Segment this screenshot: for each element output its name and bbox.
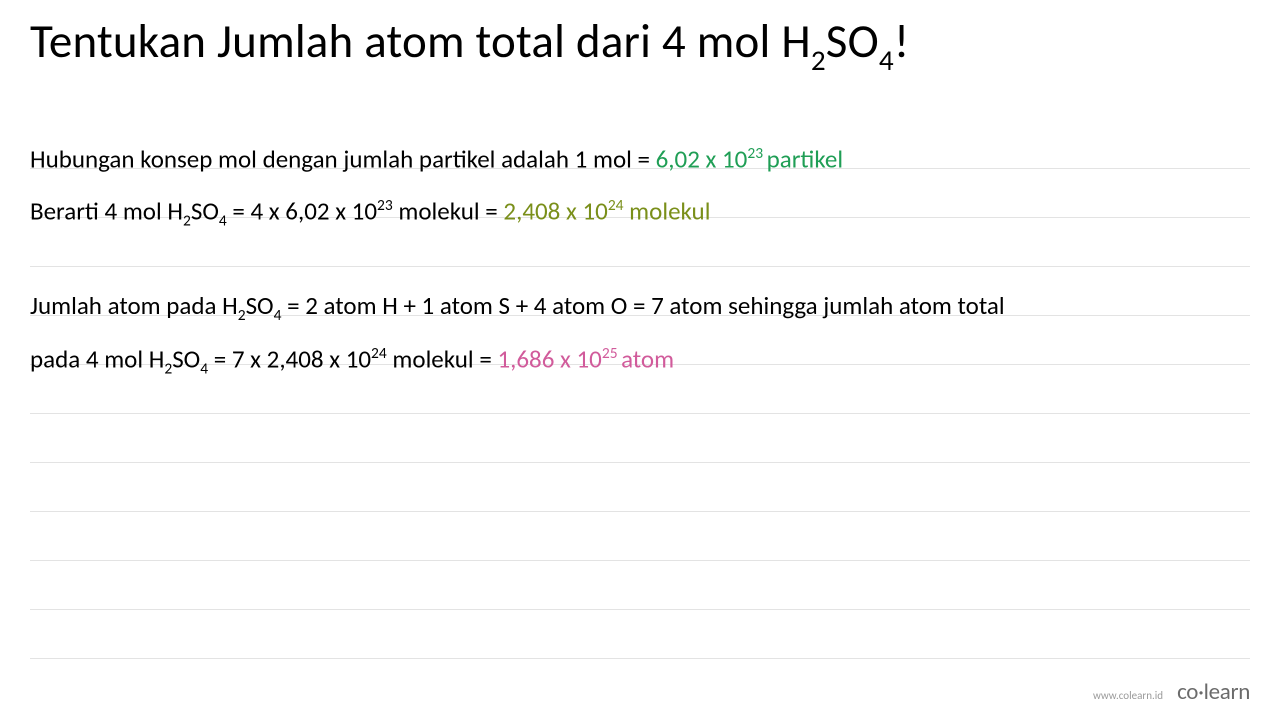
horizontal-rule bbox=[30, 512, 1250, 561]
l4-pink-1: 1,686 x 10 bbox=[497, 343, 601, 374]
logo-co: co bbox=[1177, 678, 1198, 706]
title-mid: SO bbox=[826, 12, 879, 70]
text-line-3: Jumlah atom pada H2SO4 = 2 atom H + 1 at… bbox=[30, 293, 1250, 324]
title-pre: Tentukan Jumlah atom total dari 4 mol H bbox=[30, 12, 811, 70]
l4-t4: molekul = bbox=[387, 343, 498, 374]
slide-page: Tentukan Jumlah atom total dari 4 mol H2… bbox=[0, 0, 1280, 720]
text-line-2: Berarti 4 mol H2SO4 = 4 x 6,02 x 1023 mo… bbox=[30, 198, 1250, 229]
l4-pink-sup: 25 bbox=[602, 344, 621, 363]
title-sub1: 2 bbox=[811, 42, 826, 78]
l1-green-2: partikel bbox=[767, 143, 844, 174]
l4-pink-2: atom bbox=[621, 343, 674, 374]
horizontal-rule bbox=[30, 610, 1250, 659]
horizontal-rule bbox=[30, 414, 1250, 463]
l1-text: Hubungan konsep mol dengan jumlah partik… bbox=[30, 143, 656, 174]
l2-sub1: 2 bbox=[183, 211, 191, 230]
l4-t3: = 7 x 2,408 x 10 bbox=[208, 343, 371, 374]
text-line-4: pada 4 mol H2SO4 = 7 x 2,408 x 1024 mole… bbox=[30, 346, 1250, 377]
l2-t2: SO bbox=[191, 195, 219, 226]
l4-sub1: 2 bbox=[164, 359, 172, 378]
l4-sup1: 24 bbox=[371, 344, 387, 363]
l3-t3: = 2 atom H + 1 atom S + 4 atom O = 7 ato… bbox=[281, 290, 1004, 321]
page-title: Tentukan Jumlah atom total dari 4 mol H2… bbox=[30, 12, 1250, 75]
l2-olive-2: molekul bbox=[624, 195, 711, 226]
l3-t2: SO bbox=[246, 290, 274, 321]
horizontal-rule bbox=[30, 463, 1250, 512]
title-post: ! bbox=[894, 12, 910, 70]
l2-t4: molekul = bbox=[393, 195, 504, 226]
l2-sup1: 23 bbox=[377, 196, 393, 215]
l2-t1: Berarti 4 mol H bbox=[30, 195, 183, 226]
l1-green-sup: 23 bbox=[747, 144, 766, 163]
title-sub2: 4 bbox=[879, 42, 894, 78]
footer-url: www.colearn.id bbox=[1093, 689, 1163, 702]
footer-logo: co·learn bbox=[1177, 678, 1250, 706]
l1-green-1: 6,02 x 10 bbox=[656, 143, 748, 174]
footer: www.colearn.id co·learn bbox=[1093, 678, 1250, 706]
l4-t1: pada 4 mol H bbox=[30, 343, 164, 374]
l2-olive-1: 2,408 x 10 bbox=[503, 195, 607, 226]
l2-olive-sup: 24 bbox=[608, 196, 624, 215]
l2-t3: = 4 x 6,02 x 10 bbox=[227, 195, 377, 226]
l2-sub2: 4 bbox=[219, 211, 227, 230]
logo-dot: · bbox=[1198, 678, 1204, 706]
l4-t2: SO bbox=[172, 343, 200, 374]
l4-sub2: 4 bbox=[200, 359, 208, 378]
l3-sub1: 2 bbox=[238, 306, 246, 325]
logo-learn: learn bbox=[1204, 678, 1250, 706]
text-line-1: Hubungan konsep mol dengan jumlah partik… bbox=[30, 146, 1250, 171]
horizontal-rule bbox=[30, 561, 1250, 610]
l3-t1: Jumlah atom pada H bbox=[30, 290, 238, 321]
